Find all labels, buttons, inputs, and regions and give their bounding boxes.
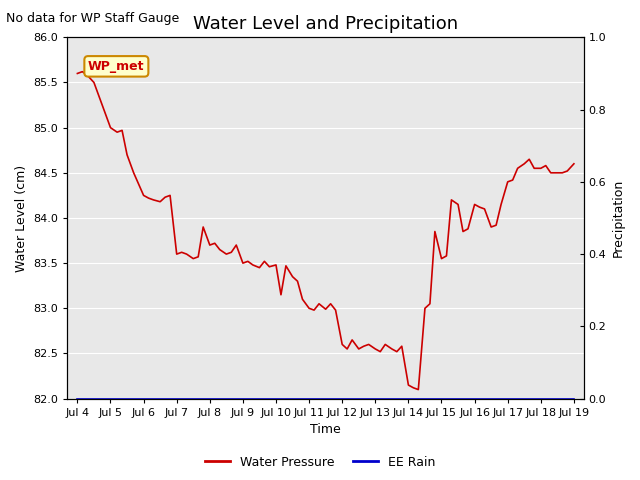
- Water Pressure: [79, 69, 86, 74]
- Title: Water Level and Precipitation: Water Level and Precipitation: [193, 15, 458, 33]
- Line: Water Pressure: Water Pressure: [77, 72, 574, 390]
- Water Pressure: [74, 71, 81, 76]
- Water Pressure: [189, 256, 197, 262]
- Water Pressure: [415, 387, 422, 393]
- Text: WP_met: WP_met: [88, 60, 145, 73]
- Water Pressure: [150, 197, 157, 203]
- Water Pressure: [570, 161, 578, 167]
- Water Pressure: [277, 292, 285, 298]
- X-axis label: Time: Time: [310, 423, 341, 436]
- Water Pressure: [339, 342, 346, 348]
- Text: No data for WP Staff Gauge: No data for WP Staff Gauge: [6, 12, 180, 25]
- Y-axis label: Water Level (cm): Water Level (cm): [15, 165, 28, 272]
- Legend: Water Pressure, EE Rain: Water Pressure, EE Rain: [200, 451, 440, 474]
- Water Pressure: [140, 192, 147, 198]
- Y-axis label: Precipitation: Precipitation: [612, 179, 625, 257]
- Water Pressure: [525, 156, 533, 162]
